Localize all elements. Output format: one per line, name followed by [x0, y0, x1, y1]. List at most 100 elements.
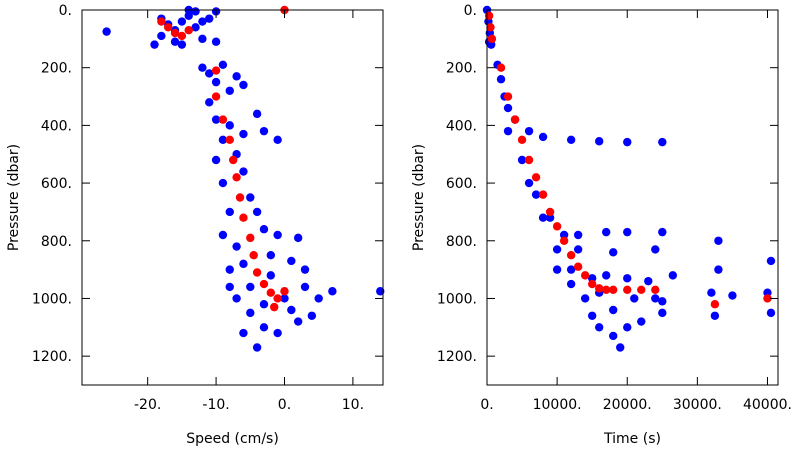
x-tick-label: -20.: [134, 397, 161, 413]
data-point: [157, 31, 166, 41]
data-point: [766, 256, 776, 266]
data-point: [658, 137, 667, 147]
data-point: [531, 190, 541, 199]
data-point: [259, 279, 269, 289]
data-point: [266, 271, 276, 280]
data-point: [609, 331, 618, 341]
data-point: [273, 230, 282, 240]
data-point: [163, 23, 173, 32]
data-point: [566, 279, 576, 289]
data-point: [552, 222, 562, 231]
data-point: [102, 27, 111, 36]
data-point: [157, 17, 166, 26]
data-point: [496, 63, 506, 72]
data-point: [211, 77, 221, 87]
data-point: [273, 135, 282, 145]
data-point: [376, 287, 385, 296]
x-axis-label: Speed (cm/s): [186, 431, 279, 447]
data-point: [252, 109, 262, 119]
data-point: [198, 34, 207, 44]
data-point: [587, 279, 597, 289]
data-point: [211, 37, 221, 46]
data-point: [287, 305, 296, 315]
data-point: [198, 63, 207, 72]
plot-frame: [486, 9, 779, 386]
data-point: [728, 291, 737, 300]
data-point: [225, 86, 234, 95]
data-point: [538, 190, 548, 199]
data-point: [510, 115, 520, 124]
data-point: [205, 69, 214, 78]
data-point: [484, 11, 494, 20]
data-point: [228, 155, 238, 165]
plot-frame: [81, 9, 384, 386]
y-tick-label: 0.: [464, 3, 477, 19]
data-point: [211, 92, 221, 101]
data-point: [280, 294, 289, 303]
data-point: [218, 178, 228, 188]
y-tick-label: 400.: [446, 118, 477, 134]
data-point: [266, 250, 276, 260]
data-point: [232, 242, 241, 251]
data-point: [623, 285, 632, 295]
data-point: [239, 167, 248, 176]
data-point: [552, 265, 562, 274]
data-point: [503, 126, 513, 136]
data-point: [573, 262, 583, 271]
data-point: [246, 193, 255, 202]
data-point: [287, 256, 296, 266]
data-point: [239, 328, 248, 338]
data-point: [524, 126, 534, 136]
data-point: [651, 285, 660, 295]
data-point: [766, 308, 776, 318]
data-point: [225, 282, 234, 292]
data-point: [293, 317, 303, 326]
data-point: [616, 343, 625, 352]
data-point: [239, 129, 248, 139]
data-point: [246, 233, 255, 243]
data-point: [184, 11, 193, 20]
data-point: [710, 311, 720, 320]
data-point: [668, 271, 678, 280]
x-tick-label: 20000.: [603, 397, 652, 413]
data-point: [239, 259, 248, 269]
data-point: [211, 66, 221, 75]
data-point: [211, 155, 221, 165]
data-point: [710, 300, 720, 309]
data-point: [559, 230, 569, 240]
data-point: [225, 135, 234, 145]
data-point: [503, 103, 513, 113]
data-point: [184, 25, 193, 35]
data-point: [630, 294, 639, 303]
y-tick-label: 200.: [41, 61, 72, 77]
data-point: [602, 271, 611, 280]
y-tick-label: 800.: [41, 234, 72, 250]
data-point: [714, 236, 723, 245]
data-point: [594, 284, 604, 293]
y-tick-label: 600.: [446, 176, 477, 192]
data-point: [293, 233, 303, 243]
data-point: [259, 126, 269, 136]
x-tick-label: -10.: [202, 397, 229, 413]
data-point: [651, 294, 660, 303]
data-point: [252, 343, 262, 352]
data-point: [496, 75, 506, 84]
data-point: [259, 225, 269, 234]
data-point: [239, 213, 248, 222]
data-point: [763, 288, 772, 297]
data-point: [273, 328, 282, 338]
data-point: [602, 227, 611, 237]
y-tick-label: 1200.: [437, 349, 477, 365]
data-point: [566, 265, 576, 274]
y-axis-label: Pressure (dbar): [6, 144, 22, 251]
data-point: [602, 285, 611, 295]
y-tick-label: 1000.: [32, 291, 72, 307]
data-point: [545, 207, 555, 217]
data-point: [205, 98, 214, 107]
data-point: [246, 282, 255, 292]
data-point: [246, 308, 255, 318]
data-point: [177, 17, 187, 26]
data-point: [232, 173, 241, 182]
data-point: [266, 288, 276, 297]
